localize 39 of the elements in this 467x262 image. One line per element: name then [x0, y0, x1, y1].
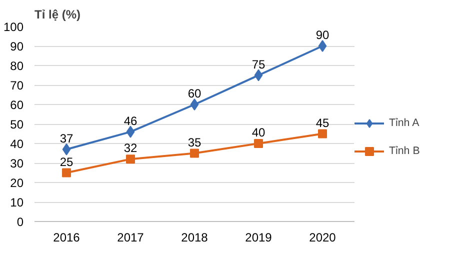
x-tick-label: 2018 — [181, 230, 208, 244]
x-tick-label: 2016 — [53, 230, 80, 244]
y-tick-label: 70 — [10, 78, 24, 92]
data-label: 60 — [188, 86, 202, 100]
point — [126, 154, 135, 164]
x-tick-label: 2017 — [117, 230, 144, 244]
data-label: 35 — [188, 135, 202, 150]
y-tick-label: 20 — [10, 176, 24, 190]
x-tick-label: 2020 — [309, 230, 336, 244]
y-tick-label: 80 — [10, 59, 24, 73]
data-label: 25 — [60, 154, 74, 169]
point — [62, 143, 71, 156]
y-tick-label: 60 — [10, 98, 24, 112]
point — [254, 139, 263, 148]
data-label: 45 — [316, 116, 330, 130]
data-label: 46 — [124, 114, 138, 128]
data-label: 90 — [316, 28, 330, 42]
y-tick-label: 50 — [10, 118, 24, 132]
y-tick-label: 10 — [10, 196, 24, 210]
data-label: 75 — [252, 57, 266, 72]
y-tick-label: 0 — [16, 215, 24, 229]
data-label: 32 — [124, 141, 138, 156]
y-tick-label: 90 — [10, 40, 24, 54]
y-tick-label: 40 — [10, 137, 24, 151]
point — [254, 69, 263, 82]
y-axis-title: Tỉ lệ (%) — [34, 8, 81, 22]
point — [318, 129, 327, 138]
point — [318, 40, 327, 52]
y-tick-label: 30 — [10, 156, 24, 170]
point — [126, 126, 135, 138]
y-tick-label: 100 — [3, 20, 24, 34]
point — [190, 98, 199, 110]
point — [190, 148, 199, 158]
x-tick-label: 2019 — [245, 230, 272, 244]
point — [62, 168, 71, 178]
data-label: 40 — [252, 126, 266, 140]
legend-label: Tỉnh B — [389, 145, 421, 157]
data-label: 37 — [60, 131, 74, 146]
legend-label: Tỉnh A — [389, 117, 420, 129]
